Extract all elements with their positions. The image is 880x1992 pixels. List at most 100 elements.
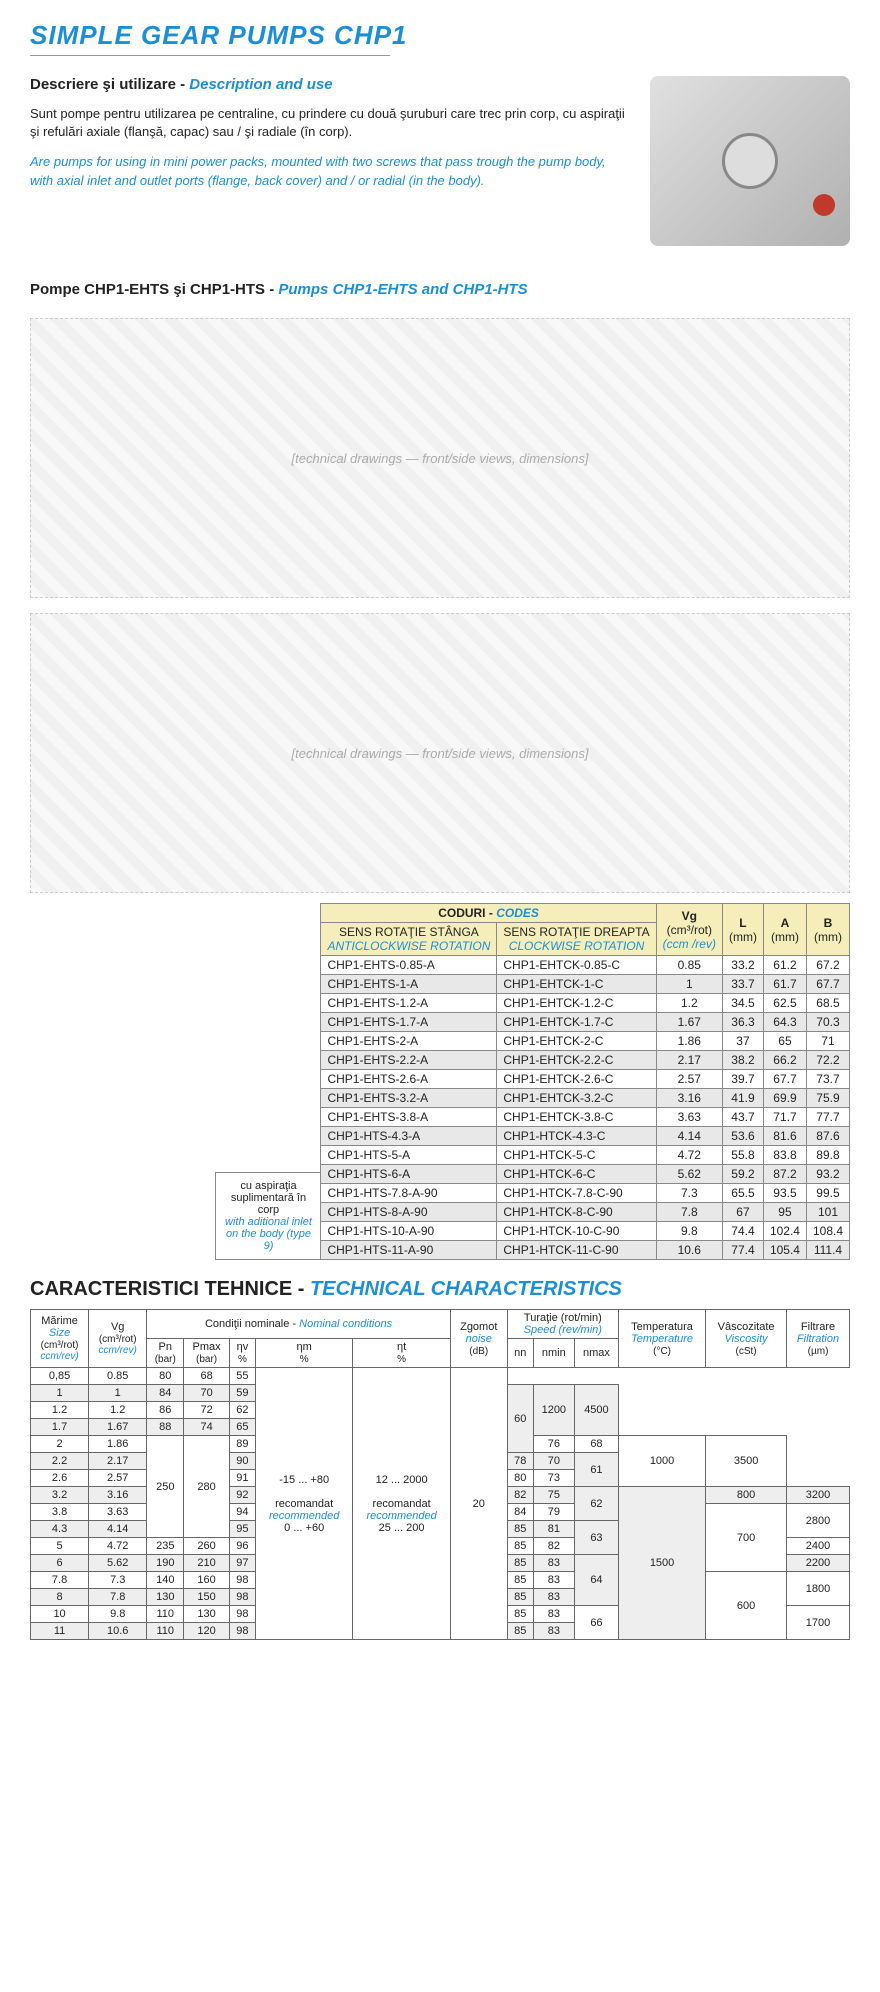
codes-cell: CHP1-EHTCK-3.8-C [497,1108,656,1127]
tech-heading: CARACTERISTICI TEHNICE - TECHNICAL CHARA… [30,1278,850,1301]
th-filt: FiltrareFiltration (µm) [787,1310,850,1368]
tech-temp: -15 ... +80recomandatrecommended0 ... +6… [255,1368,352,1640]
technical-drawings-top: [technical drawings — front/side views, … [30,318,850,598]
tech-cell: 10.6 [89,1623,147,1640]
th-marime: MărimeSize (cm³/rot)ccm/rev) [31,1310,89,1368]
tech-cell: 83 [533,1589,574,1606]
tech-cell: 280 [184,1436,230,1538]
tech-cell: 2.2 [31,1453,89,1470]
tech-cell: 85 [507,1555,533,1572]
codes-hdr-right: SENS ROTAŢIE DREAPTA CLOCKWISE ROTATION [497,923,656,956]
tech-cell: 74 [184,1419,230,1436]
codes-row: CHP1-HTS-4.3-ACHP1-HTCK-4.3-C4.1453.681.… [321,1127,850,1146]
codes-cell: 73.7 [806,1070,849,1089]
codes-cell: 77.7 [806,1108,849,1127]
tech-cell: 85 [507,1572,533,1589]
tech-cell: 68 [184,1368,230,1385]
tech-cell: 70 [184,1385,230,1402]
codes-cell: 38.2 [722,1051,763,1070]
tech-cell: 90 [229,1453,255,1470]
tech-cell: 80 [147,1368,184,1385]
tech-cell: 60 [507,1385,533,1453]
codes-cell: CHP1-HTS-10-A-90 [321,1222,497,1241]
tech-cell: 84 [507,1504,533,1521]
codes-cell: CHP1-EHTCK-3.2-C [497,1089,656,1108]
codes-cell: 33.7 [722,975,763,994]
codes-cell: 83.8 [763,1146,806,1165]
tech-cell: 78 [507,1453,533,1470]
codes-cell: 68.5 [806,994,849,1013]
codes-cell: 2.57 [656,1070,722,1089]
tech-cell: 98 [229,1572,255,1589]
tech-heading-en: TECHNICAL CHARACTERISTICS [310,1278,622,1300]
tech-cell: 55 [229,1368,255,1385]
codes-row: CHP1-HTS-10-A-90CHP1-HTCK-10-C-909.874.4… [321,1222,850,1241]
tech-cell: 91 [229,1470,255,1487]
codes-cell: 81.6 [763,1127,806,1146]
codes-cell: 0.85 [656,956,722,975]
tech-cell: 3.8 [31,1504,89,1521]
codes-cell: CHP1-EHTS-2.6-A [321,1070,497,1089]
pumps-heading: Pompe CHP1-EHTS şi CHP1-HTS - Pumps CHP1… [30,281,850,298]
codes-cell: 10.6 [656,1241,722,1260]
tech-cell: 85 [507,1521,533,1538]
codes-vg-unit-ro: (cm³/rot) [667,923,712,937]
tech-cell: 63 [574,1521,618,1555]
codes-vg-unit-en: (ccm /rev) [663,937,716,951]
tech-cell: 72 [184,1402,230,1419]
tech-cell: 1.7 [31,1419,89,1436]
codes-table: CODURI - CODES Vg (cm³/rot) (ccm /rev) L… [320,903,850,1260]
codes-cell: CHP1-HTCK-8-C-90 [497,1203,656,1222]
th-pn: Pn(bar) [147,1339,184,1368]
tech-cell: 68 [574,1436,618,1453]
codes-cell: 1 [656,975,722,994]
tech-cell: 97 [229,1555,255,1572]
codes-cell: 61.7 [763,975,806,994]
tech-cell: 98 [229,1623,255,1640]
codes-cell: 67.7 [806,975,849,994]
codes-cell: 36.3 [722,1013,763,1032]
codes-cell: 67.2 [806,956,849,975]
desc-heading: Descriere şi utilizare - Description and… [30,76,630,93]
codes-hdr-left-ro: SENS ROTAŢIE STÂNGA [339,925,479,939]
codes-l-hdr: L(mm) [722,904,763,956]
tech-heading-ro: CARACTERISTICI TEHNICE [30,1278,292,1300]
tech-cell: 600 [706,1572,787,1640]
tech-cell: 89 [229,1436,255,1453]
tech-cell: 130 [147,1589,184,1606]
desc-en: Are pumps for using in mini power packs,… [30,153,630,189]
codes-cell: 9.8 [656,1222,722,1241]
codes-cell: 108.4 [806,1222,849,1241]
tech-cell: 76 [533,1436,574,1453]
codes-cell: 5.62 [656,1165,722,1184]
codes-cell: CHP1-HTS-11-A-90 [321,1241,497,1260]
tech-cell: 1800 [787,1572,850,1606]
codes-cell: CHP1-EHTCK-0.85-C [497,956,656,975]
product-image [650,76,850,246]
th-nn: nn [507,1339,533,1368]
codes-row: CHP1-EHTS-2.2-ACHP1-EHTCK-2.2-C2.1738.26… [321,1051,850,1070]
codes-cell: CHP1-EHTS-1-A [321,975,497,994]
codes-hdr-right-ro: SENS ROTAŢIE DREAPTA [503,925,649,939]
codes-cell: 61.2 [763,956,806,975]
codes-cell: 34.5 [722,994,763,1013]
codes-row: CHP1-HTS-7.8-A-90CHP1-HTCK-7.8-C-907.365… [321,1184,850,1203]
codes-cell: 69.9 [763,1089,806,1108]
codes-cell: 71.7 [763,1108,806,1127]
codes-cell: 7.3 [656,1184,722,1203]
tech-cell: 190 [147,1555,184,1572]
tech-cell: 79 [533,1504,574,1521]
tech-cell: 9.8 [89,1606,147,1623]
pumps-heading-en: Pumps CHP1-EHTS and CHP1-HTS [278,281,527,298]
codes-cell: 55.8 [722,1146,763,1165]
tech-cell: 11 [31,1623,89,1640]
tech-cell: 4.72 [89,1538,147,1555]
tech-cell: 86 [147,1402,184,1419]
tech-cell: 7.8 [89,1589,147,1606]
tech-visc: 12 ... 2000recomandatrecommended25 ... 2… [353,1368,450,1640]
tech-cell: 1500 [618,1487,705,1640]
codes-row: CHP1-EHTS-1.7-ACHP1-EHTCK-1.7-C1.6736.36… [321,1013,850,1032]
th-pmax: Pmax(bar) [184,1339,230,1368]
codes-row: CHP1-HTS-5-ACHP1-HTCK-5-C4.7255.883.889.… [321,1146,850,1165]
tech-cell: 70 [533,1453,574,1470]
